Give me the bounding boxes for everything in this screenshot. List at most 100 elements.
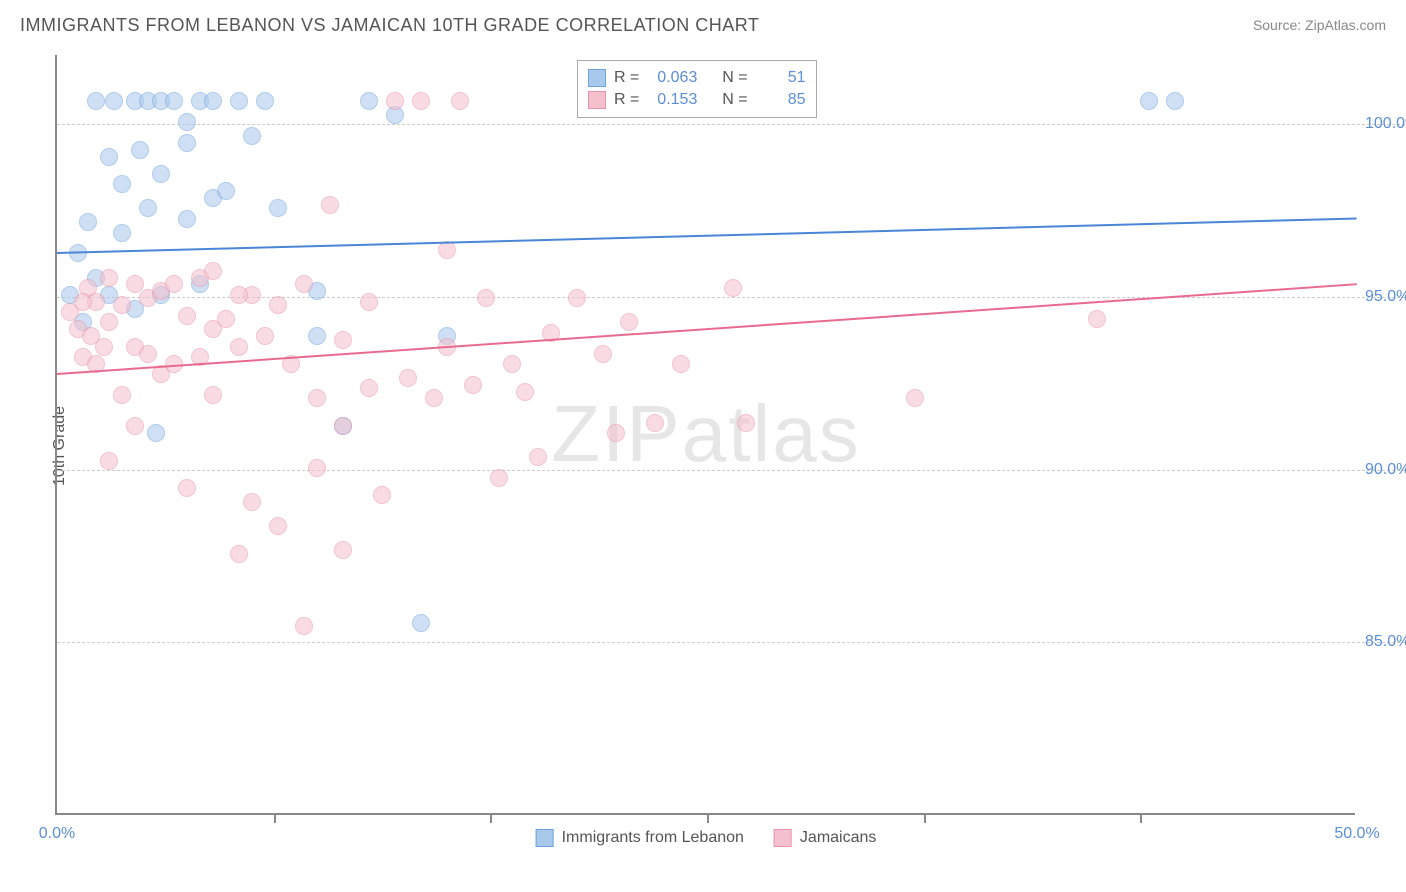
scatter-point <box>178 210 196 228</box>
scatter-point <box>360 293 378 311</box>
scatter-point <box>217 182 235 200</box>
scatter-point <box>230 545 248 563</box>
scatter-point <box>334 331 352 349</box>
y-tick-label: 85.0% <box>1365 633 1406 651</box>
x-tick <box>274 813 276 823</box>
scatter-point <box>204 262 222 280</box>
scatter-point <box>74 293 92 311</box>
scatter-point <box>79 213 97 231</box>
legend-stats-row: R =0.153 N =85 <box>588 89 806 111</box>
plot-area: ZIPatlas Immigrants from LebanonJamaican… <box>55 55 1355 815</box>
scatter-point <box>100 313 118 331</box>
scatter-point <box>243 127 261 145</box>
x-tick-label: 0.0% <box>39 825 75 843</box>
scatter-point <box>178 307 196 325</box>
scatter-point <box>269 199 287 217</box>
scatter-point <box>646 414 664 432</box>
scatter-point <box>100 269 118 287</box>
scatter-point <box>126 417 144 435</box>
scatter-point <box>100 148 118 166</box>
scatter-point <box>464 376 482 394</box>
scatter-point <box>737 414 755 432</box>
scatter-point <box>165 92 183 110</box>
scatter-point <box>178 479 196 497</box>
x-tick-label: 50.0% <box>1334 825 1379 843</box>
gridline <box>57 124 1405 125</box>
legend-swatch <box>774 829 792 847</box>
scatter-point <box>95 338 113 356</box>
scatter-point <box>152 165 170 183</box>
legend-swatch <box>536 829 554 847</box>
scatter-point <box>672 355 690 373</box>
trend-line <box>57 217 1357 254</box>
scatter-point <box>490 469 508 487</box>
scatter-point <box>113 386 131 404</box>
scatter-point <box>256 327 274 345</box>
scatter-point <box>308 389 326 407</box>
scatter-point <box>308 459 326 477</box>
scatter-point <box>321 196 339 214</box>
chart-source: Source: ZipAtlas.com <box>1253 17 1386 33</box>
scatter-point <box>568 289 586 307</box>
scatter-point <box>204 92 222 110</box>
scatter-point <box>412 92 430 110</box>
scatter-point <box>178 134 196 152</box>
x-tick <box>1140 813 1142 823</box>
legend-bottom: Immigrants from Lebanon Jamaicans <box>536 829 877 847</box>
scatter-point <box>139 345 157 363</box>
scatter-point <box>230 286 248 304</box>
scatter-point <box>399 369 417 387</box>
scatter-point <box>1166 92 1184 110</box>
scatter-point <box>503 355 521 373</box>
scatter-point <box>386 92 404 110</box>
scatter-point <box>178 113 196 131</box>
x-tick <box>924 813 926 823</box>
gridline <box>57 642 1405 643</box>
scatter-point <box>906 389 924 407</box>
legend-swatch <box>588 91 606 109</box>
scatter-point <box>1140 92 1158 110</box>
x-tick <box>707 813 709 823</box>
scatter-point <box>269 517 287 535</box>
scatter-point <box>724 279 742 297</box>
scatter-point <box>477 289 495 307</box>
scatter-point <box>256 92 274 110</box>
scatter-point <box>87 92 105 110</box>
scatter-point <box>607 424 625 442</box>
legend-item: Immigrants from Lebanon <box>536 829 744 847</box>
scatter-point <box>113 224 131 242</box>
scatter-point <box>1088 310 1106 328</box>
scatter-point <box>217 310 235 328</box>
scatter-point <box>620 313 638 331</box>
y-tick-label: 95.0% <box>1365 288 1406 306</box>
scatter-point <box>373 486 391 504</box>
scatter-point <box>230 338 248 356</box>
scatter-point <box>295 275 313 293</box>
scatter-point <box>269 296 287 314</box>
scatter-point <box>529 448 547 466</box>
scatter-point <box>412 614 430 632</box>
gridline <box>57 470 1405 471</box>
legend-label: Immigrants from Lebanon <box>562 829 744 847</box>
scatter-point <box>147 424 165 442</box>
legend-stats-row: R =0.063 N =51 <box>588 67 806 89</box>
legend-item: Jamaicans <box>774 829 876 847</box>
scatter-point <box>204 386 222 404</box>
scatter-point <box>126 275 144 293</box>
scatter-point <box>360 379 378 397</box>
y-tick-label: 100.0% <box>1365 115 1406 133</box>
scatter-point <box>230 92 248 110</box>
scatter-point <box>308 327 326 345</box>
scatter-point <box>113 296 131 314</box>
legend-stats: R =0.063 N =51R =0.153 N =85 <box>577 60 817 118</box>
scatter-point <box>334 541 352 559</box>
scatter-point <box>243 493 261 511</box>
scatter-point <box>139 199 157 217</box>
chart-title: IMMIGRANTS FROM LEBANON VS JAMAICAN 10TH… <box>20 15 759 36</box>
scatter-point <box>295 617 313 635</box>
scatter-point <box>113 175 131 193</box>
watermark: ZIPatlas <box>551 388 860 480</box>
scatter-point <box>131 141 149 159</box>
scatter-point <box>100 452 118 470</box>
scatter-point <box>105 92 123 110</box>
